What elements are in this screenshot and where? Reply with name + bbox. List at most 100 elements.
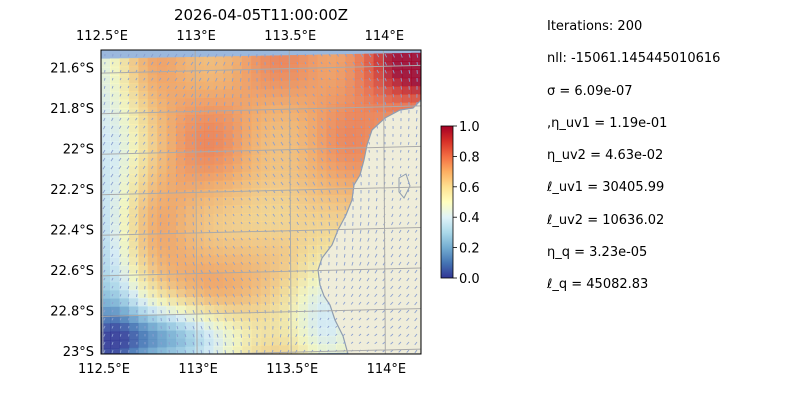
heatmap-cell (110, 66, 121, 76)
heatmap-cell (345, 186, 356, 196)
heatmap-cell (185, 247, 196, 257)
heatmap-cell (260, 246, 271, 255)
velocity-arrow (208, 213, 211, 217)
heatmap-cell (260, 287, 271, 297)
heatmap-cell (157, 123, 168, 133)
velocity-arrow (168, 301, 171, 306)
velocity-arrow (312, 245, 315, 250)
heatmap-cell (307, 336, 318, 346)
velocity-arrow (224, 325, 227, 330)
velocity-arrow (327, 325, 330, 329)
velocity-arrow (240, 133, 243, 138)
heatmap-cell (213, 279, 224, 289)
heatmap-cell (213, 337, 224, 347)
heatmap-cell (288, 245, 299, 255)
heatmap-cell (119, 306, 130, 316)
velocity-arrow (142, 173, 146, 178)
velocity-arrow (350, 293, 354, 297)
velocity-arrow (127, 277, 130, 282)
velocity-arrow (135, 229, 138, 234)
heatmap-cell (138, 306, 149, 316)
heatmap-cell (251, 64, 262, 73)
velocity-arrow (328, 77, 331, 81)
velocity-arrow (142, 141, 146, 145)
heatmap-cell (119, 74, 130, 84)
velocity-arrow (414, 309, 418, 314)
colorbar-tick-label: 0.8 (459, 150, 480, 165)
heatmap-cell (241, 213, 252, 223)
heatmap-cell (147, 215, 158, 224)
velocity-arrow (343, 277, 346, 282)
velocity-arrow (376, 117, 379, 121)
heatmap-cell (364, 95, 375, 104)
heatmap-cell (138, 256, 149, 266)
velocity-arrow (296, 125, 300, 130)
velocity-arrow (103, 333, 106, 337)
velocity-arrow (399, 173, 402, 177)
velocity-arrow (167, 101, 170, 105)
velocity-arrow (208, 261, 212, 266)
heatmap-cell (175, 222, 187, 232)
velocity-arrow (304, 149, 308, 154)
velocity-arrow (248, 205, 251, 209)
velocity-arrow (207, 101, 210, 106)
velocity-arrow (192, 293, 195, 298)
heatmap-cell (110, 265, 121, 275)
velocity-arrow (215, 93, 218, 98)
heatmap-cell (185, 338, 196, 348)
velocity-arrow (103, 325, 106, 329)
heatmap-cell (335, 194, 347, 204)
velocity-arrow (352, 125, 355, 129)
velocity-arrow (358, 333, 362, 337)
colorbar-ticks: 0.00.20.40.60.81.0 (453, 120, 480, 287)
heatmap-cell (298, 294, 309, 304)
velocity-arrow (208, 349, 211, 354)
heatmap-cell (288, 336, 299, 346)
velocity-arrow (216, 341, 219, 346)
velocity-arrow (376, 109, 379, 113)
velocity-arrow (176, 253, 179, 258)
velocity-arrow (366, 341, 370, 345)
velocity-arrow (232, 301, 235, 306)
velocity-arrow (159, 157, 162, 161)
heatmap-cell (138, 206, 149, 216)
heatmap-cell (411, 69, 421, 79)
velocity-arrow (151, 229, 154, 234)
velocity-arrow (335, 301, 338, 305)
velocity-arrow (272, 141, 276, 146)
heatmap-cell (241, 262, 252, 272)
heatmap-cell (185, 263, 196, 273)
velocity-arrow (406, 341, 410, 345)
heatmap-cell (326, 344, 337, 353)
velocity-arrow (142, 165, 146, 170)
velocity-arrow (215, 101, 218, 106)
heatmap-cell (298, 311, 309, 321)
velocity-arrow (103, 301, 106, 305)
heatmap-cell (307, 71, 318, 81)
velocity-arrow (126, 141, 130, 146)
velocity-arrow (182, 53, 186, 58)
heatmap-cell (317, 294, 328, 304)
velocity-arrow (350, 333, 354, 337)
velocity-arrow (328, 229, 330, 234)
velocity-arrow (320, 61, 323, 65)
velocity-arrow (328, 69, 331, 73)
heatmap-cell (335, 79, 347, 88)
heatmap-cell (213, 230, 224, 240)
velocity-arrow (214, 61, 218, 66)
velocity-arrow (288, 277, 290, 281)
velocity-arrow (335, 285, 338, 290)
velocity-arrow (159, 165, 162, 169)
velocity-arrow (295, 317, 298, 321)
heatmap-cell (223, 180, 234, 190)
heatmap-cell (364, 53, 375, 63)
heatmap-cell (147, 107, 158, 117)
velocity-arrow (206, 53, 210, 58)
velocity-arrow (118, 173, 122, 178)
heatmap-cell (119, 66, 130, 76)
velocity-arrow (248, 293, 251, 298)
heatmap-cell (138, 182, 149, 191)
velocity-arrow (376, 77, 379, 82)
heatmap-cell (298, 162, 309, 172)
heatmap-cell (288, 137, 299, 147)
